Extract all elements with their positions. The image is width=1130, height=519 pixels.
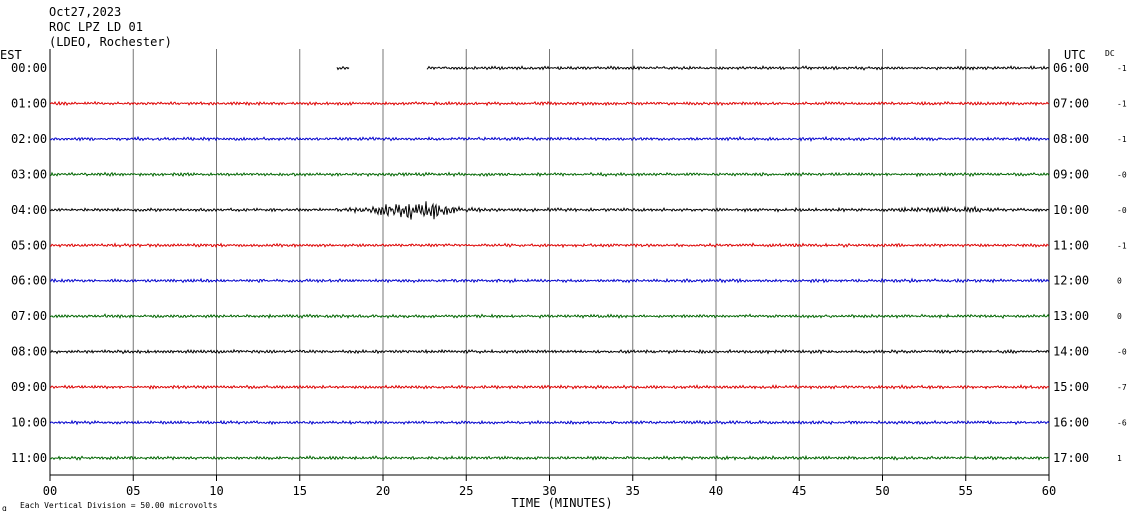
row-label-est-06:00: 06:00: [11, 274, 47, 288]
row-label-est-07:00: 07:00: [11, 309, 47, 323]
trace-row-06:00: [49, 277, 1050, 284]
x-tick-label-25: 25: [459, 484, 473, 498]
row-label-utc-07:00: 07:00: [1053, 96, 1089, 110]
x-tick-label-10: 10: [209, 484, 223, 498]
row-label-utc-17:00: 17:00: [1053, 451, 1089, 465]
x-tick-label-60: 60: [1042, 484, 1056, 498]
trace-row-05:00: [49, 242, 1050, 249]
x-tick-label-05: 05: [126, 484, 140, 498]
row-dc-value-11: 1: [1117, 454, 1122, 463]
row-label-utc-11:00: 11:00: [1053, 238, 1089, 252]
x-tick-label-45: 45: [792, 484, 806, 498]
row-label-utc-14:00: 14:00: [1053, 345, 1089, 359]
row-label-utc-15:00: 15:00: [1053, 380, 1089, 394]
row-label-utc-16:00: 16:00: [1053, 416, 1089, 430]
trace-row-07:00: [49, 313, 1050, 320]
x-tick-label-30: 30: [542, 484, 556, 498]
row-dc-value-10: -6: [1117, 419, 1127, 428]
row-dc-value-3: -0: [1117, 170, 1127, 179]
row-dc-value-2: -1: [1117, 135, 1127, 144]
trace-row-11:00: [49, 454, 1050, 461]
row-label-est-11:00: 11:00: [11, 451, 47, 465]
row-label-est-05:00: 05:00: [11, 238, 47, 252]
x-tick-label-40: 40: [709, 484, 723, 498]
row-label-est-02:00: 02:00: [11, 132, 47, 146]
utc-axis-label: UTC: [1064, 48, 1086, 62]
row-label-utc-09:00: 09:00: [1053, 167, 1089, 181]
network-label: (LDEO, Rochester): [49, 35, 172, 49]
row-dc-value-4: -0: [1117, 206, 1127, 215]
trace-row-02:00: [49, 135, 1050, 143]
trace-row-10:00: [49, 419, 1050, 426]
x-tick-label-15: 15: [293, 484, 307, 498]
row-dc-value-1: -1: [1117, 99, 1127, 108]
row-label-est-03:00: 03:00: [11, 167, 47, 181]
row-label-est-04:00: 04:00: [11, 203, 47, 217]
est-axis-label: EST: [0, 48, 22, 62]
row-label-est-08:00: 08:00: [11, 345, 47, 359]
trace-row-00:00: [336, 65, 1050, 71]
logo-mark: ɑ: [2, 504, 7, 513]
row-label-utc-13:00: 13:00: [1053, 309, 1089, 323]
x-tick-label-35: 35: [626, 484, 640, 498]
row-dc-value-7: 0: [1117, 312, 1122, 321]
trace-row-04:00: [49, 201, 1050, 220]
x-tick-label-20: 20: [376, 484, 390, 498]
x-tick-label-50: 50: [875, 484, 889, 498]
x-axis-title: TIME (MINUTES): [511, 496, 612, 510]
trace-row-03:00: [49, 171, 1050, 178]
x-tick-label-55: 55: [959, 484, 973, 498]
row-label-est-01:00: 01:00: [11, 96, 47, 110]
row-dc-value-9: -7: [1117, 383, 1127, 392]
dc-axis-label: DC: [1105, 49, 1115, 58]
row-label-est-10:00: 10:00: [11, 416, 47, 430]
trace-row-01:00: [49, 100, 1050, 107]
trace-row-09:00: [49, 384, 1050, 390]
row-label-utc-08:00: 08:00: [1053, 132, 1089, 146]
row-dc-value-6: 0: [1117, 277, 1122, 286]
station-label: ROC LPZ LD 01: [49, 20, 143, 34]
row-label-est-00:00: 00:00: [11, 61, 47, 75]
row-dc-value-8: -0: [1117, 348, 1127, 357]
x-tick-label-00: 00: [43, 484, 57, 498]
row-dc-value-5: -1: [1117, 241, 1127, 250]
row-label-utc-06:00: 06:00: [1053, 61, 1089, 75]
row-label-est-09:00: 09:00: [11, 380, 47, 394]
scale-note: Each Vertical Division = 50.00 microvolt…: [20, 501, 218, 510]
row-label-utc-12:00: 12:00: [1053, 274, 1089, 288]
row-dc-value-0: -1: [1117, 64, 1127, 73]
date-label: Oct27,2023: [49, 5, 122, 19]
row-label-utc-10:00: 10:00: [1053, 203, 1089, 217]
trace-row-08:00: [49, 348, 1050, 355]
